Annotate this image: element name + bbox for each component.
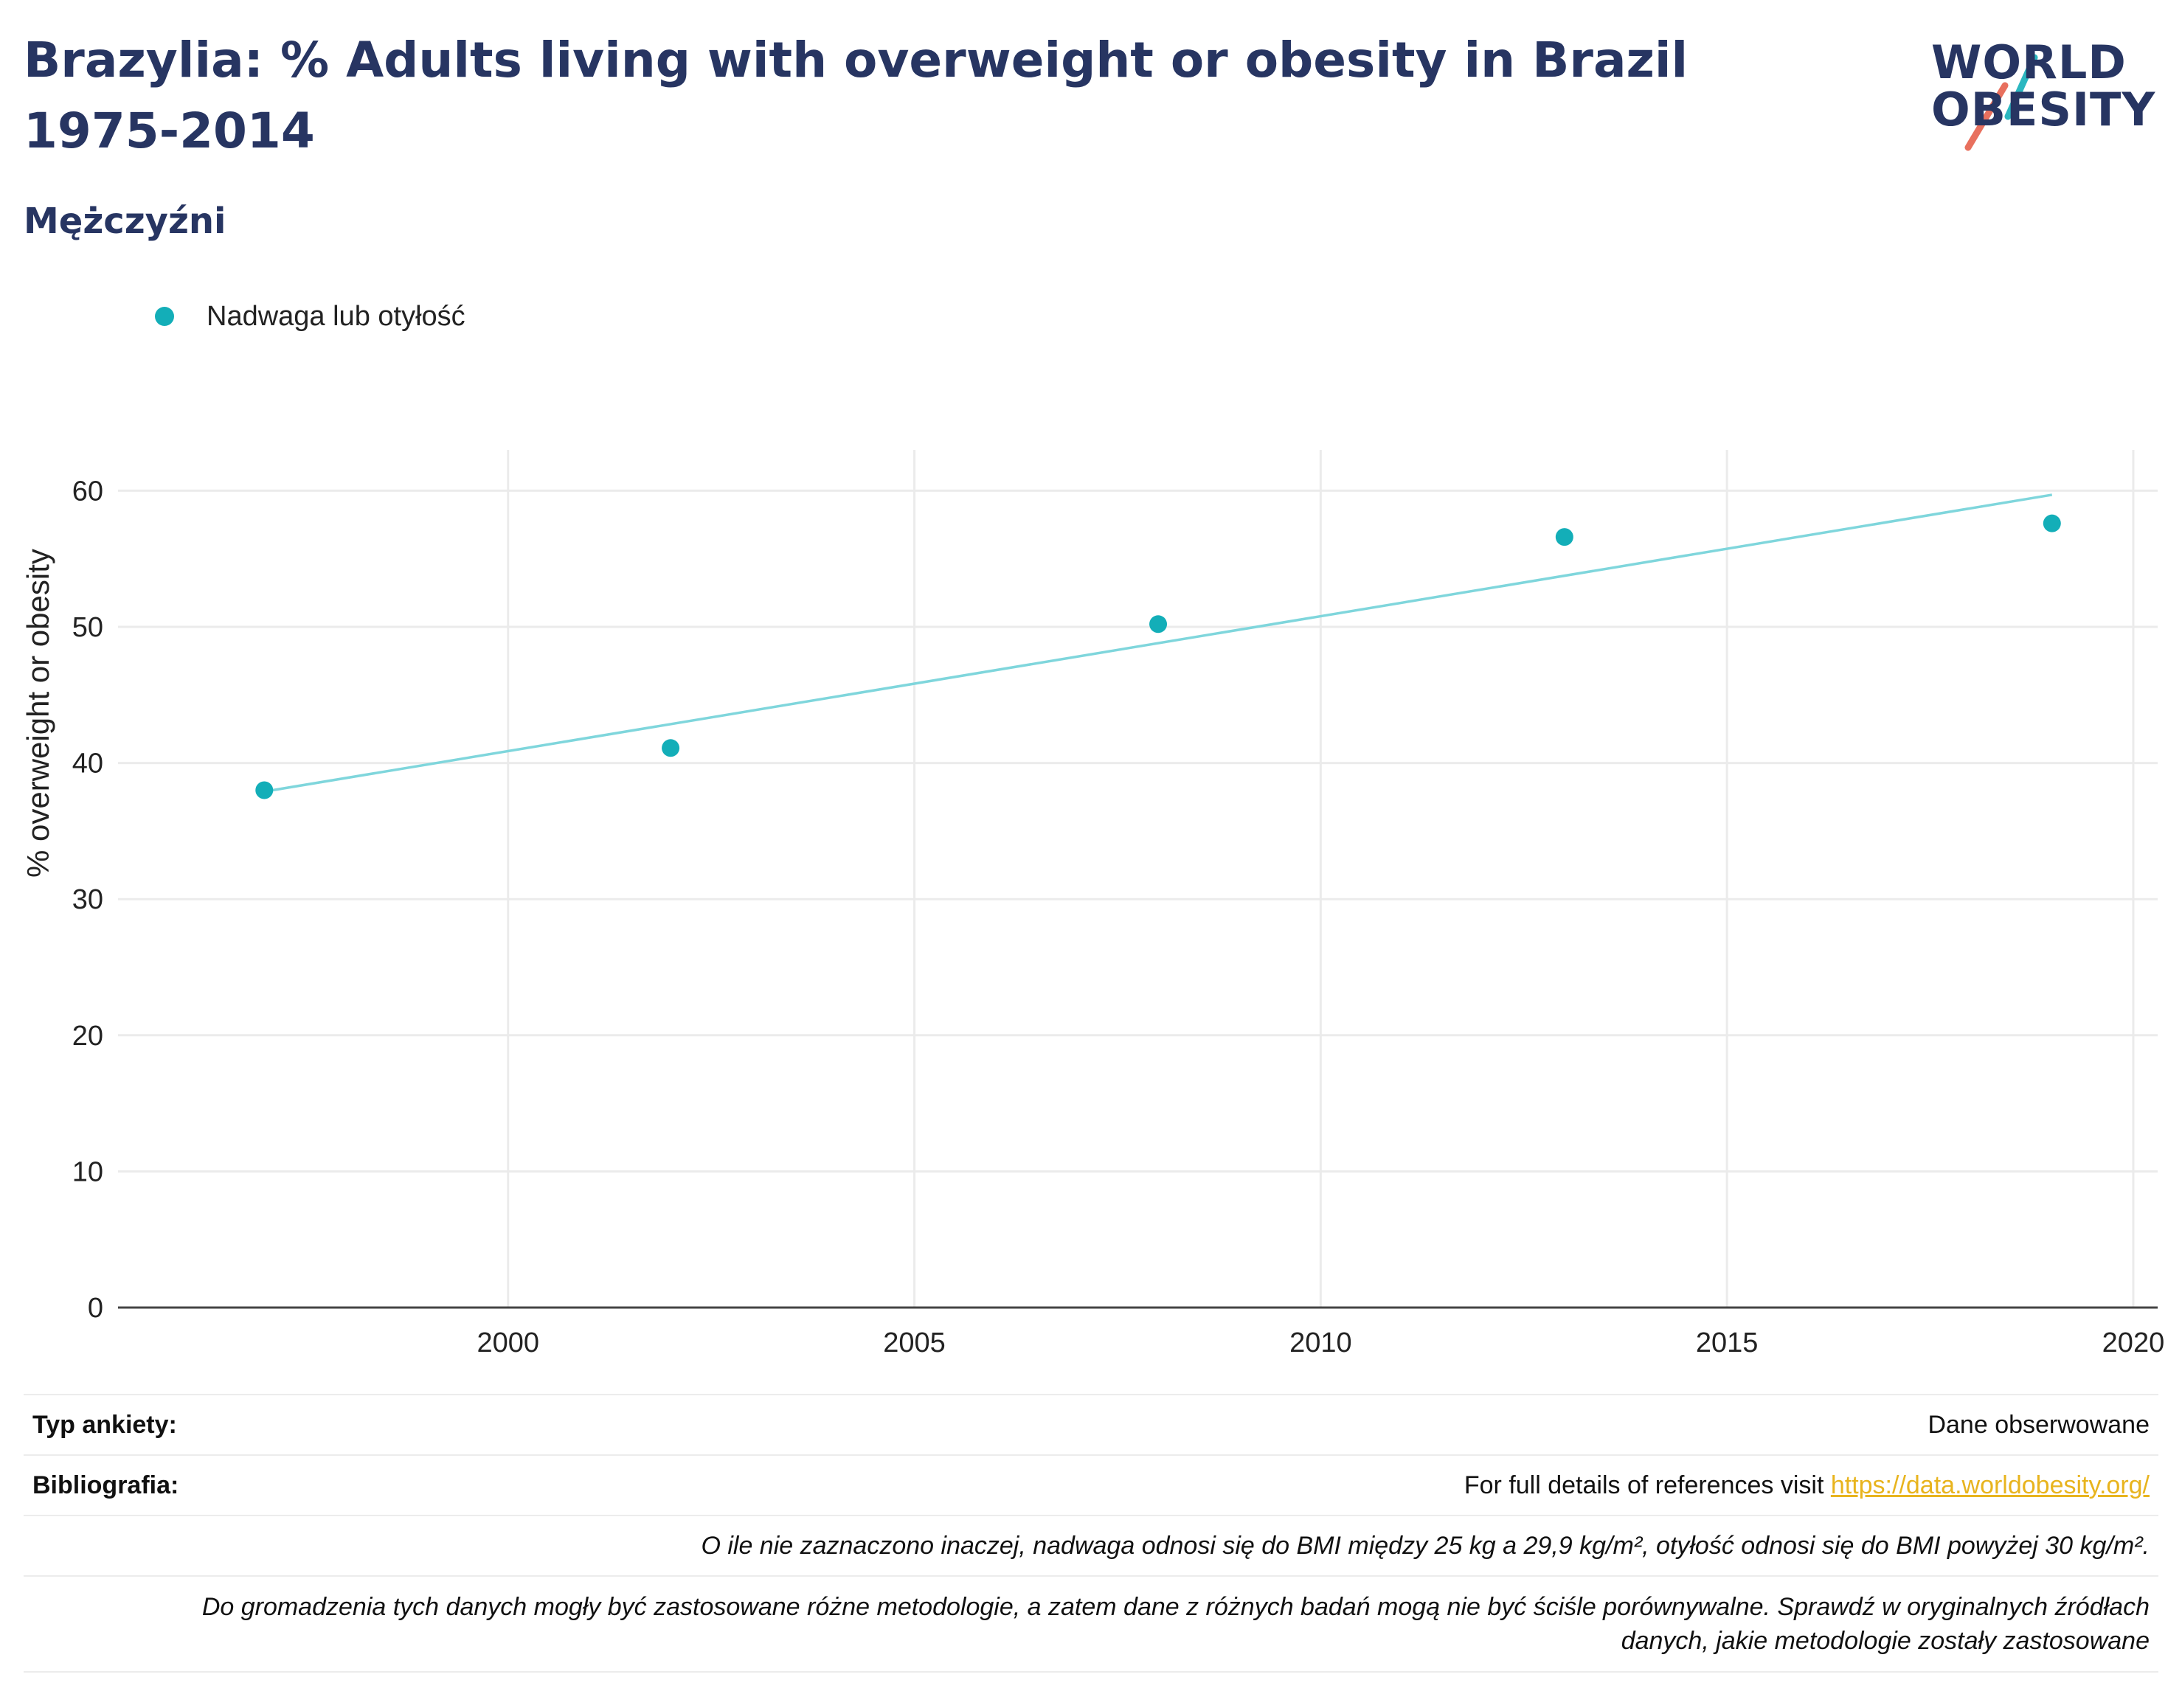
logo-slash-icon (1964, 54, 2038, 151)
bibliography-value: For full details of references visit htt… (1464, 1471, 2150, 1500)
scatter-chart: 0 10 20 30 40 50 60 2000 2005 2010 2015 2020 (72, 450, 2165, 1358)
chart-subtitle: Mężczyźni (24, 201, 226, 242)
legend-marker-icon (155, 307, 174, 326)
y-tick-label: 30 (72, 884, 103, 915)
x-tick-label: 2015 (1696, 1327, 1759, 1358)
x-tick-label: 2020 (2102, 1327, 2165, 1358)
bmi-definition-note: O ile nie zaznaczono inaczej, nadwaga od… (24, 1515, 2158, 1575)
x-tick-label: 2000 (477, 1327, 539, 1358)
methodology-note-line2: danych, jakie metodologie zostały zastos… (1621, 1627, 2150, 1655)
y-tick-label: 40 (72, 749, 103, 780)
worldobesity-link[interactable]: https://data.worldobesity.org/ (1830, 1471, 2150, 1499)
bibliography-row: Bibliografia: For full details of refere… (24, 1454, 2158, 1515)
data-point (1555, 528, 1573, 546)
data-point (1149, 615, 1168, 633)
trend-line (264, 493, 2053, 794)
bibliography-text: For full details of references visit (1464, 1471, 1831, 1499)
methodology-note: Do gromadzenia tych danych mogły być zas… (24, 1575, 2158, 1673)
y-tick-label: 60 (72, 476, 103, 507)
x-tick-label: 2010 (1289, 1327, 1352, 1358)
data-point (2043, 514, 2061, 532)
chart-legend: Nadwaga lub otyłość (155, 298, 465, 335)
survey-type-row: Typ ankiety: Dane obserwowane (24, 1394, 2158, 1454)
y-tick-label: 0 (88, 1293, 103, 1324)
legend-label: Nadwaga lub otyłość (207, 300, 465, 332)
methodology-note-line1: Do gromadzenia tych danych mogły być zas… (201, 1593, 2150, 1621)
y-axis-title: % overweight or obesity (21, 549, 55, 878)
logo-word-obesity: OBESITY (1931, 83, 2156, 136)
survey-type-label: Typ ankiety: (32, 1410, 177, 1439)
data-point (255, 781, 274, 799)
y-tick-label: 10 (72, 1156, 103, 1187)
y-tick-label: 20 (72, 1021, 103, 1052)
chart-title: Brazylia: % Adults living with overweigh… (24, 32, 1689, 159)
world-obesity-logo[interactable]: WORLD OBESITY (1918, 29, 2169, 155)
x-tick-label: 2005 (883, 1327, 946, 1358)
bibliography-label: Bibliografia: (32, 1471, 179, 1499)
y-tick-label: 50 (72, 612, 103, 643)
data-point (662, 739, 680, 757)
logo-word-world: WORLD (1931, 35, 2127, 89)
chart-info-table: Typ ankiety: Dane obserwowane Bibliograf… (24, 1394, 2158, 1673)
survey-type-value: Dane obserwowane (1928, 1410, 2150, 1439)
